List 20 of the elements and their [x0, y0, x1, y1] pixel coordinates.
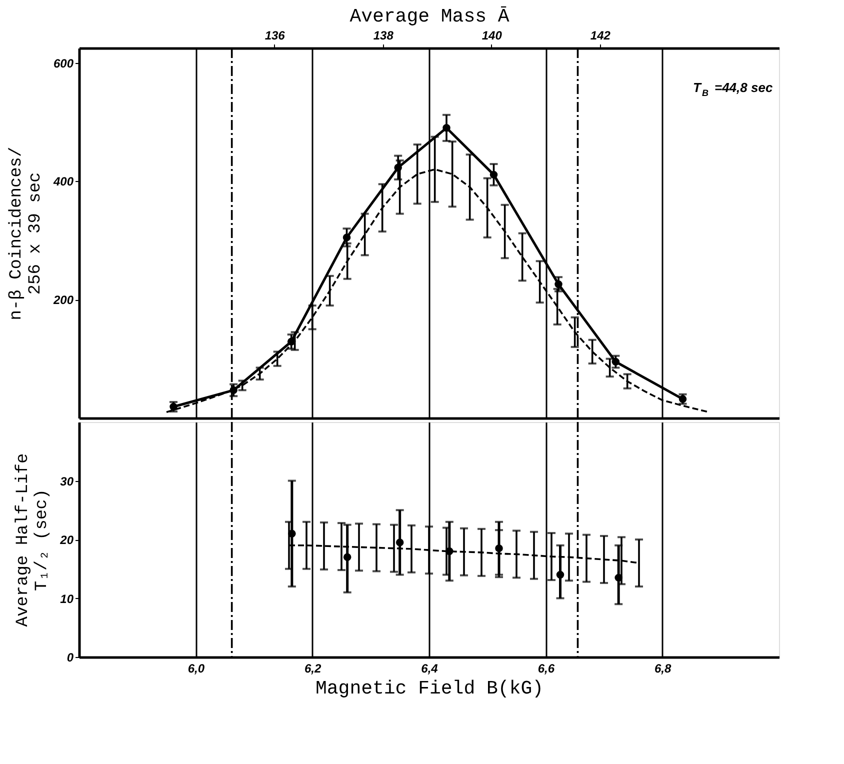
- y-axis-title: n-β Coincidences/ 256 x 39 sec: [7, 146, 46, 320]
- x-tick-label: 6,6: [538, 662, 555, 676]
- x-tick-label: 6,0: [188, 662, 205, 676]
- y-axis-title: Average Half-Life T₁/₂ (sec): [14, 453, 52, 627]
- x-tick-label: 6,2: [304, 662, 322, 676]
- y-tick-label: 20: [59, 533, 74, 547]
- y-tick-label: 400: [52, 174, 74, 189]
- x2-tick-label: 140: [482, 28, 502, 42]
- y-tick-label: 0: [66, 650, 74, 664]
- x-tick-label: 6,8: [654, 662, 672, 676]
- x2-tick-label: 138: [373, 28, 394, 42]
- x2-axis-title: Average Mass Ā: [350, 6, 510, 28]
- y-tick-label: 30: [60, 474, 74, 488]
- y-tick-label: 10: [60, 592, 74, 606]
- x2-tick-label: 142: [590, 28, 611, 42]
- y-tick-label: 200: [52, 293, 74, 308]
- y-tick-label: 600: [53, 56, 74, 70]
- x-tick-label: 6,4: [421, 662, 438, 676]
- x2-tick-label: 136: [264, 28, 286, 42]
- x-axis-title: Magnetic Field B(kG): [315, 678, 544, 700]
